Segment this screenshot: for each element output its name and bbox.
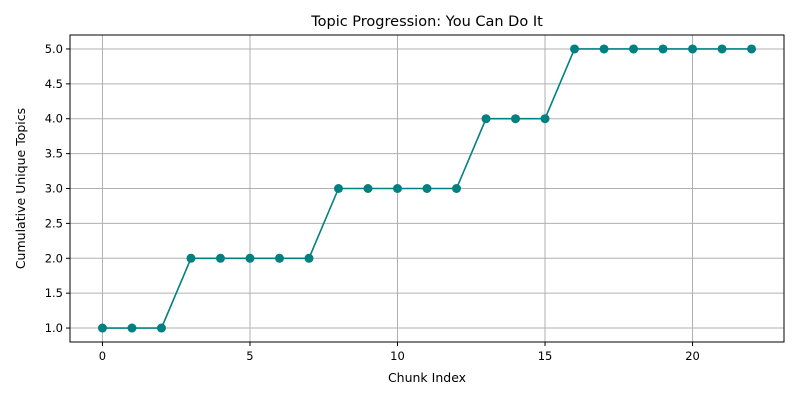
x-tick-label: 20 bbox=[685, 349, 700, 363]
data-point bbox=[422, 184, 432, 193]
y-tick-label: 4.0 bbox=[45, 112, 63, 126]
y-tick-label: 5.0 bbox=[45, 42, 63, 56]
data-point bbox=[156, 323, 166, 333]
data-point bbox=[274, 253, 284, 263]
x-tick-label: 10 bbox=[390, 349, 405, 363]
y-tick-label: 2.5 bbox=[45, 216, 63, 230]
data-point bbox=[481, 114, 491, 124]
data-point bbox=[245, 253, 255, 263]
data-point bbox=[452, 184, 462, 193]
y-tick-label: 1.5 bbox=[45, 286, 63, 300]
chart-title: Topic Progression: You Can Do It bbox=[310, 14, 543, 30]
x-tick-label: 5 bbox=[246, 349, 253, 363]
x-tick-label: 0 bbox=[99, 349, 106, 363]
data-point bbox=[688, 44, 698, 54]
data-point bbox=[540, 114, 550, 124]
data-point bbox=[599, 44, 609, 54]
data-point bbox=[392, 184, 402, 193]
series-layer bbox=[97, 44, 757, 333]
y-tick-label: 3.0 bbox=[45, 182, 63, 196]
data-point bbox=[717, 44, 727, 54]
y-tick-label: 2.0 bbox=[45, 251, 63, 265]
data-point bbox=[186, 253, 196, 263]
y-tick-label: 3.5 bbox=[45, 147, 63, 161]
data-point bbox=[97, 323, 107, 333]
data-point bbox=[747, 44, 757, 54]
data-point bbox=[363, 184, 373, 193]
y-tick-label: 4.5 bbox=[45, 77, 63, 91]
data-point bbox=[658, 44, 668, 54]
x-tick-label: 15 bbox=[538, 349, 553, 363]
data-point bbox=[333, 184, 343, 193]
data-point bbox=[304, 253, 314, 263]
data-point bbox=[215, 253, 225, 263]
y-axis-label: Cumulative Unique Topics bbox=[13, 108, 28, 269]
data-point bbox=[570, 44, 580, 54]
y-tick-label: 1.0 bbox=[45, 321, 63, 335]
data-point bbox=[511, 114, 521, 124]
axis-ticks: 0 5 10 15 20 1.0 1.5 2.0 2.5 3.0 3.5 4.0 4.5 5.0 bbox=[45, 42, 700, 363]
data-point bbox=[127, 323, 137, 333]
x-axis-label: Chunk Index bbox=[388, 370, 466, 385]
data-point bbox=[629, 44, 639, 54]
